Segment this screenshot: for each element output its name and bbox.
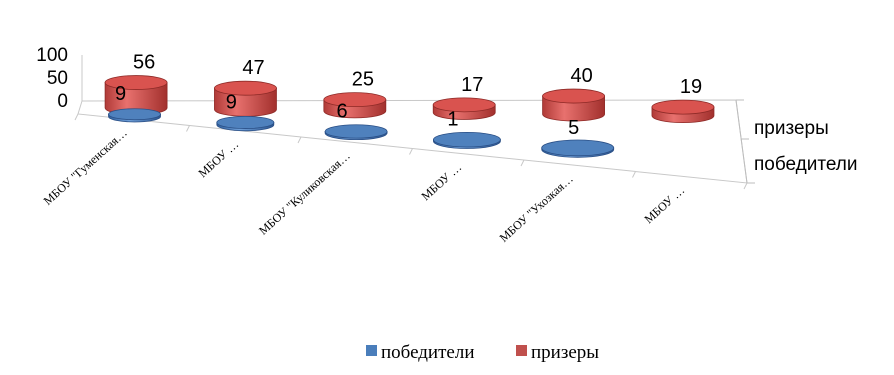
bar-winners-2-top bbox=[324, 124, 388, 139]
y-tick-label: 100 bbox=[36, 45, 68, 66]
x-tick-label-0: МБОУ "Гуменская… bbox=[41, 126, 130, 208]
data-label-prizers-3: 17 bbox=[461, 74, 483, 96]
data-label-winners-0: 9 bbox=[115, 83, 126, 105]
floor-outline bbox=[77, 99, 748, 184]
bar-prizers-0 bbox=[104, 75, 168, 116]
bar-prizers-3 bbox=[432, 97, 496, 120]
data-label-prizers-1: 47 bbox=[242, 57, 264, 79]
bar-winners-0-top bbox=[108, 108, 161, 121]
bar-winners-0 bbox=[108, 108, 161, 123]
bar-prizers-5-top bbox=[651, 99, 715, 115]
x-axis-tick bbox=[186, 125, 190, 132]
chart-axes bbox=[74, 55, 755, 190]
data-label-winners-4: 5 bbox=[568, 117, 579, 139]
bar-winners-3 bbox=[433, 131, 501, 149]
bar-winners-2 bbox=[324, 124, 388, 141]
depth-axis-line bbox=[735, 99, 748, 184]
bar-winners-1 bbox=[216, 115, 275, 132]
bar-prizers-1-top bbox=[214, 80, 277, 96]
bar-prizers-2 bbox=[323, 92, 387, 119]
legend-label-1: призеры bbox=[531, 342, 599, 363]
depth-label-prizers: призеры bbox=[754, 118, 829, 139]
x-tick-label-5: МБОУ … bbox=[641, 183, 687, 226]
x-axis-tick bbox=[74, 113, 79, 121]
y-tick-label: 0 bbox=[57, 91, 68, 112]
data-label-winners-1: 9 bbox=[226, 91, 237, 113]
data-label-winners-2: 6 bbox=[337, 100, 348, 122]
bar-prizers-5 bbox=[651, 99, 715, 124]
x-tick-label-2: МБОУ "Куликовская… bbox=[256, 149, 353, 238]
data-label-prizers-0: 56 bbox=[133, 52, 155, 74]
x-axis-tick bbox=[520, 159, 525, 167]
data-label-prizers-5: 19 bbox=[680, 76, 702, 98]
bar-prizers-2-top bbox=[323, 92, 387, 108]
y-tick-label: 50 bbox=[47, 68, 68, 89]
legend-swatch-1 bbox=[516, 345, 527, 356]
bar-winners-4-top bbox=[541, 139, 615, 157]
bar-prizers-4 bbox=[542, 88, 605, 122]
x-axis-tick bbox=[632, 171, 636, 178]
depth-label-winners: победители bbox=[754, 154, 858, 175]
data-label-prizers-4: 40 bbox=[570, 65, 592, 87]
legend-swatch-0 bbox=[366, 345, 377, 356]
chart-marks bbox=[104, 75, 715, 158]
x-tick-label-4: МБОУ "Ухозкая… bbox=[497, 172, 576, 245]
legend-label-0: победители bbox=[381, 342, 475, 363]
bar-winners-3-top bbox=[433, 131, 501, 148]
bar-prizers-0-top bbox=[104, 75, 168, 90]
bar-prizers-3-top bbox=[432, 97, 496, 113]
bar-winners-4 bbox=[541, 139, 615, 158]
x-tick-label-3: МБОУ … bbox=[418, 160, 464, 203]
x-axis-tick bbox=[409, 148, 413, 155]
data-label-prizers-2: 25 bbox=[352, 69, 374, 91]
bar-prizers-4-top bbox=[542, 88, 605, 104]
x-axis-tick bbox=[743, 182, 748, 190]
x-axis-tick bbox=[297, 136, 302, 144]
x-tick-label-1: МБОУ … bbox=[195, 137, 241, 180]
bar-prizers-1 bbox=[214, 80, 277, 117]
bar-winners-1-top bbox=[216, 115, 275, 129]
data-label-winners-3: 1 bbox=[447, 109, 458, 131]
chart-legend: победители призеры bbox=[366, 342, 599, 363]
